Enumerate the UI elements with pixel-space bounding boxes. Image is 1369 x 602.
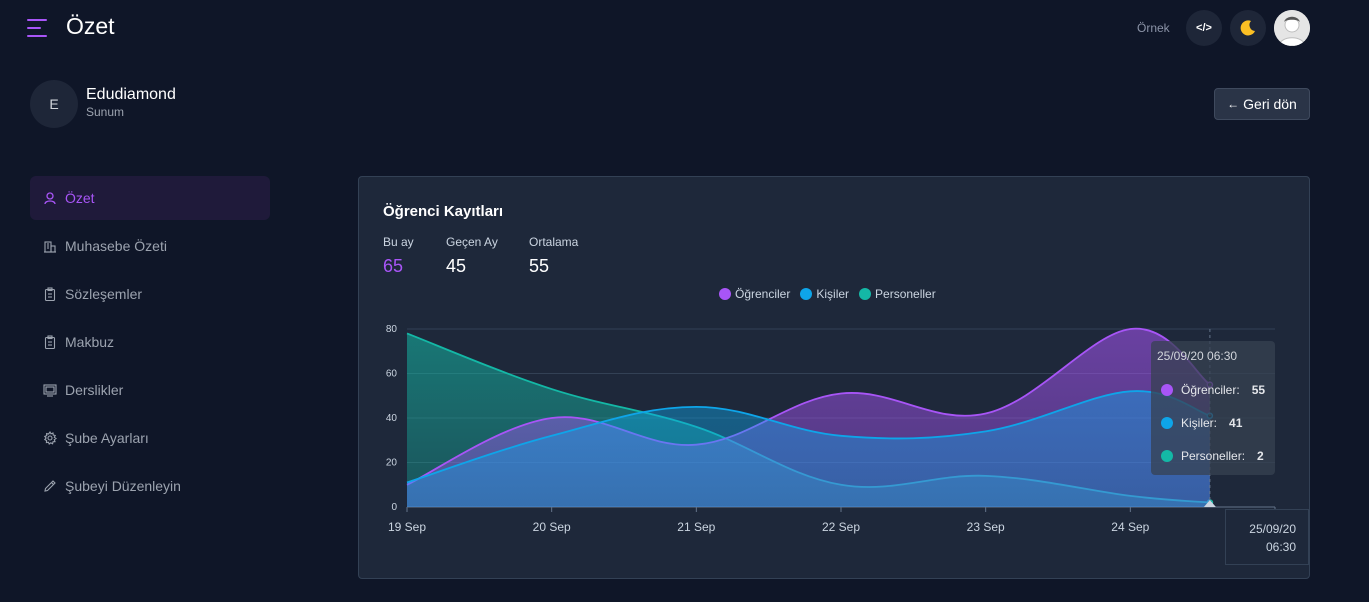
chart-tooltip: 25/09/20 06:30 Öğrenciler: 55 Kişiler: 4… [1151, 341, 1275, 475]
back-button-label: Geri dön [1243, 96, 1297, 112]
x-tooltip-line1: 25/09/20 [1249, 522, 1296, 536]
tooltip-value: 55 [1251, 383, 1266, 397]
tooltip-dot [1161, 450, 1173, 462]
stat-value: 55 [529, 256, 550, 276]
sidebar-item-ozet[interactable]: Özet [30, 176, 270, 220]
series-kisiler-line [406, 390, 1211, 484]
tooltip-value: 2 [1257, 449, 1264, 463]
y-tick-label: 40 [386, 413, 398, 424]
sidebar-item-label: Muhasebe Özeti [65, 238, 167, 254]
sidebar-item-label: Özet [65, 190, 95, 206]
legend-label: Öğrenciler [735, 287, 791, 301]
legend-item-students[interactable]: Öğrenciler [719, 287, 790, 301]
sidebar-item-sube-ayarlari[interactable]: Şube Ayarları [30, 416, 270, 460]
y-tick-label: 20 [386, 458, 398, 469]
tooltip-header: 25/09/20 06:30 [1157, 349, 1238, 363]
tooltip-dot [1161, 384, 1173, 396]
classroom-icon [43, 383, 57, 397]
x-tick-label: 24 Sep [1111, 520, 1149, 534]
sidebar: Özet Muhasebe Özeti Sözleşemler Mak [30, 176, 270, 512]
legend-dot [800, 288, 813, 300]
tooltip-dot [1161, 417, 1173, 429]
sidebar-item-label: Sözleşemler [65, 286, 143, 302]
x-axis-tooltip: 25/09/20 06:30 [1225, 509, 1309, 565]
theme-toggle-button[interactable] [1230, 10, 1266, 46]
stat-last-month: Geçen Ay 45 [446, 235, 498, 277]
gear-icon [43, 431, 57, 445]
sidebar-item-sozlesmeler[interactable]: Sözleşemler [30, 272, 270, 316]
x-tick-label: 21 Sep [677, 520, 715, 534]
building-icon [43, 239, 57, 253]
sidebar-item-muhasebe-ozeti[interactable]: Muhasebe Özeti [30, 224, 270, 268]
sidebar-item-label: Şubeyi Düzenleyin [65, 478, 181, 494]
series-ogrenciler-line [406, 327, 1211, 486]
code-icon: </> [1196, 22, 1212, 34]
org-subtitle: Sunum [86, 105, 125, 119]
moon-icon [1240, 20, 1255, 36]
x-tooltip-line2: 06:30 [1265, 540, 1296, 554]
y-tick-label: 80 [386, 324, 398, 335]
tooltip-label: Kişiler: [1181, 416, 1218, 430]
code-button[interactable]: </> [1186, 10, 1222, 46]
arrow-left-icon: ← [1227, 97, 1240, 111]
example-label: Örnek [1137, 21, 1170, 35]
legend-dot [859, 288, 872, 300]
crosshair-marker [1203, 500, 1216, 507]
clipboard-icon [43, 335, 57, 349]
tooltip-value: 41 [1229, 416, 1243, 430]
legend-label: Kişiler [816, 287, 850, 301]
tooltip-label: Öğrenciler: [1181, 383, 1240, 397]
page-title: Özet [66, 13, 115, 39]
stat-label: Bu ay [383, 235, 414, 249]
student-registrations-card: Öğrenci Kayıtları Bu ay 65 Geçen Ay 45 O… [358, 176, 1310, 579]
top-bar: Özet Örnek </> [0, 0, 1369, 56]
tooltip-label: Personeller: [1181, 449, 1246, 463]
user-avatar[interactable] [1274, 10, 1310, 46]
org-name: Edudiamond [86, 86, 176, 103]
sidebar-item-makbuz[interactable]: Makbuz [30, 320, 270, 364]
legend-dot [719, 288, 731, 300]
card-title: Öğrenci Kayıtları [383, 203, 504, 220]
stat-label: Ortalama [529, 235, 579, 249]
stat-this-month: Bu ay 65 [383, 235, 414, 277]
menu-icon[interactable] [27, 17, 49, 39]
area-chart: 0 20 40 60 80 19 Sep 20 Sep 21 Sep 22 Sep 23 Sep 2… [386, 324, 1294, 534]
stat-value: 45 [446, 256, 467, 276]
tooltip-row-staff: Personeller: 2 [1161, 449, 1264, 463]
x-tick-label: 23 Sep [967, 520, 1005, 534]
stat-label: Geçen Ay [446, 235, 498, 249]
legend-item-staff[interactable]: Personeller [859, 287, 936, 301]
legend-item-people[interactable]: Kişiler [800, 287, 849, 301]
pencil-icon [43, 479, 57, 493]
x-tick-label: 20 Sep [533, 520, 571, 534]
sidebar-item-subeyi-duzenleyin[interactable]: Şubeyi Düzenleyin [30, 464, 270, 508]
y-tick-label: 60 [386, 369, 398, 380]
tooltip-row-students: Öğrenciler: 55 [1161, 383, 1265, 397]
chart-legend: Öğrenciler Kişiler Personeller [719, 287, 936, 301]
x-tick-label: 22 Sep [822, 520, 860, 534]
sidebar-item-label: Derslikler [65, 382, 124, 398]
user-icon [43, 191, 57, 205]
sidebar-item-label: Makbuz [65, 334, 115, 350]
tooltip-row-people: Kişiler: 41 [1161, 416, 1242, 430]
org-avatar: E [30, 80, 78, 128]
x-tick-label: 19 Sep [388, 520, 426, 534]
y-tick-label: 0 [391, 502, 397, 513]
series-kisiler-area [407, 391, 1210, 507]
stat-average: Ortalama 55 [529, 235, 578, 277]
sidebar-item-derslikler[interactable]: Derslikler [30, 368, 270, 412]
clipboard-icon [43, 287, 57, 301]
back-button[interactable]: ← Geri dön [1214, 88, 1310, 120]
legend-label: Personeller [875, 287, 936, 301]
stat-value: 65 [383, 256, 404, 276]
sidebar-item-label: Şube Ayarları [65, 430, 149, 446]
